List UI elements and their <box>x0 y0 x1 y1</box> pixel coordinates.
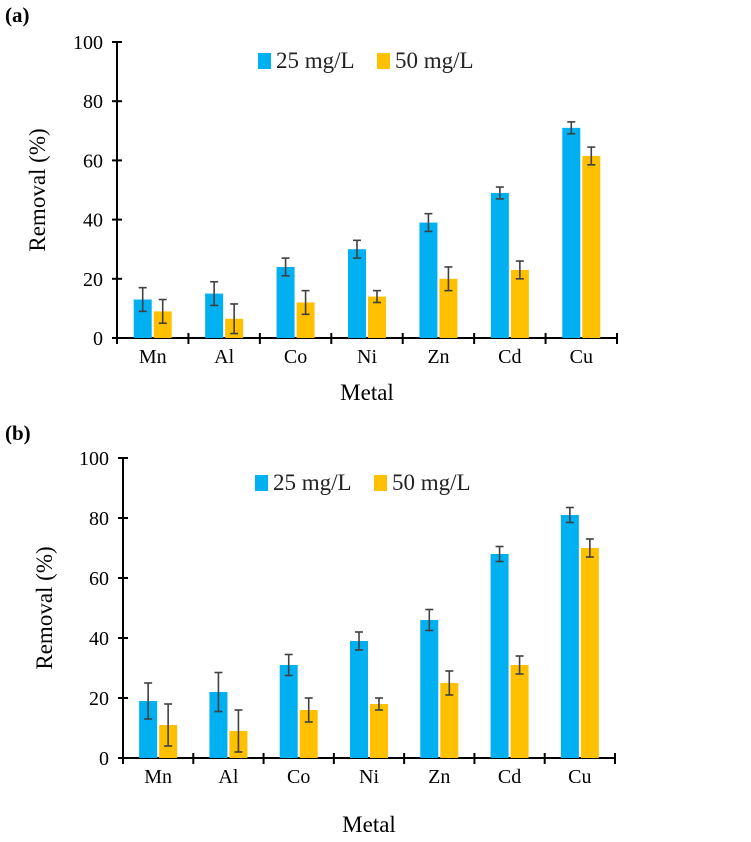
y-tick-label: 20 <box>89 688 109 710</box>
bar-50-ni <box>368 296 386 338</box>
bar-25-mn <box>133 299 152 338</box>
x-tick-label: Al <box>214 346 234 368</box>
legend-label-50: 50 mg/L <box>395 48 474 73</box>
x-axis-title: Metal <box>340 380 394 405</box>
y-tick-label: 80 <box>89 508 109 530</box>
x-tick-label: Co <box>284 346 307 368</box>
y-axis-title: Removal (%) <box>25 128 50 251</box>
bar-50-co <box>296 302 315 338</box>
y-tick-label: 60 <box>83 150 103 172</box>
legend-label-25: 25 mg/L <box>276 48 355 73</box>
bar-25-cu <box>562 127 581 338</box>
x-tick-label: Zn <box>427 346 449 368</box>
x-tick-label: Cu <box>568 766 591 788</box>
x-tick-label: Zn <box>428 766 450 788</box>
y-tick-label: 40 <box>83 210 103 232</box>
y-tick-label: 20 <box>83 269 103 291</box>
x-tick-label: Mn <box>144 766 172 788</box>
y-tick-label: 100 <box>79 448 109 470</box>
bar-50-cu <box>582 155 601 338</box>
bar-25-cd <box>490 192 509 338</box>
bar-25-mn <box>139 701 158 758</box>
bar-25-ni <box>348 249 366 338</box>
y-tick-label: 0 <box>93 328 103 350</box>
bar-50-co <box>299 710 318 758</box>
bar-50-cd <box>510 269 529 338</box>
legend-swatch-50 <box>377 53 390 69</box>
legend-swatch-25 <box>255 475 268 491</box>
panel-label: (a) <box>5 3 30 27</box>
legend: 25 mg/L 50 mg/L <box>255 470 471 495</box>
x-tick-label: Cd <box>498 346 521 368</box>
chart-panel-a: (a) 0 20 40 60 80 100 Mn Al Co Ni Zn Cd Cu 25 mg/L 50 m… <box>5 3 618 405</box>
legend-swatch-50 <box>374 475 387 491</box>
bar-50-zn <box>439 278 458 338</box>
panel-label: (b) <box>5 421 31 445</box>
x-tick-label: Mn <box>139 346 167 368</box>
y-tick-label: 100 <box>73 32 103 54</box>
legend-label-50: 50 mg/L <box>392 470 471 495</box>
bar-25-ni <box>350 641 368 758</box>
bar-25-al <box>209 692 228 758</box>
y-tick-label: 80 <box>83 91 103 113</box>
y-tick-label: 60 <box>89 568 109 590</box>
bar-50-mn <box>153 311 172 338</box>
y-tick-label: 40 <box>89 628 109 650</box>
bar-25-cu <box>560 515 579 758</box>
y-axis-title: Removal (%) <box>32 546 57 669</box>
legend-swatch-25 <box>258 53 271 69</box>
bar-50-zn <box>440 683 459 758</box>
chart-panel-b: (b) 0 20 40 60 80 100 Mn Al Co Ni Zn Cd Cu 25 mg/L 50 m… <box>5 421 616 837</box>
bar-50-ni <box>370 704 388 758</box>
legend-label-25: 25 mg/L <box>273 470 352 495</box>
x-axis-title: Metal <box>342 812 396 837</box>
x-tick-label: Ni <box>357 346 377 368</box>
x-tick-label: Al <box>218 766 238 788</box>
bar-25-co <box>279 665 298 758</box>
bar-25-zn <box>420 620 439 758</box>
bar-25-al <box>205 293 224 338</box>
y-tick-label: 0 <box>99 748 109 770</box>
bar-50-cd <box>510 665 529 758</box>
bar-50-cu <box>580 548 599 758</box>
bar-25-co <box>276 266 295 338</box>
bar-25-cd <box>490 554 509 758</box>
bar-25-zn <box>419 222 438 338</box>
x-tick-label: Ni <box>359 766 379 788</box>
x-tick-label: Cd <box>498 766 521 788</box>
x-tick-label: Co <box>287 766 310 788</box>
legend: 25 mg/L 50 mg/L <box>258 48 474 73</box>
x-tick-label: Cu <box>570 346 593 368</box>
